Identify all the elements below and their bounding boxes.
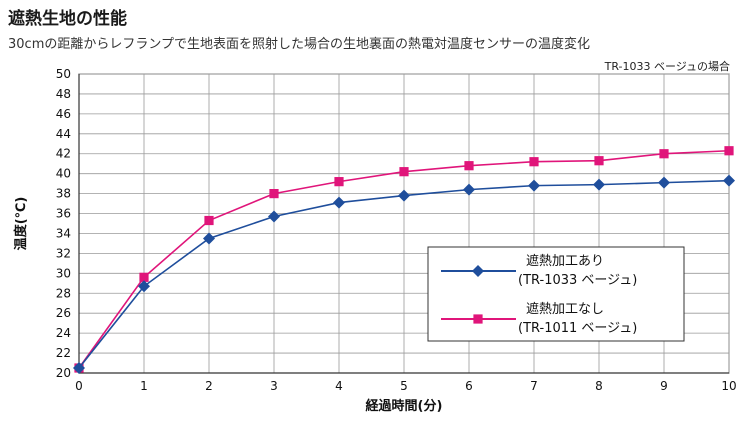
data-point (594, 156, 604, 166)
y-tick-label: 44 (56, 127, 71, 141)
data-point (658, 176, 670, 189)
legend-marker (472, 265, 484, 277)
legend-label-sub: (TR-1011 ベージュ) (518, 321, 637, 336)
legend-item-1: 遮熱加工あり (TR-1033 ベージュ) (441, 253, 637, 288)
data-point (204, 215, 214, 226)
data-point (334, 177, 344, 187)
y-tick-label: 32 (56, 246, 71, 260)
y-tick-label: 48 (56, 87, 71, 101)
x-axis-title: 経過時間(分) (366, 398, 443, 414)
y-tick-label: 26 (56, 306, 71, 320)
y-tick-label: 22 (56, 346, 71, 360)
legend-label: 遮熱加工なし (526, 301, 604, 317)
x-tick-label: 6 (465, 379, 473, 393)
data-point (138, 280, 150, 293)
data-point (398, 189, 410, 202)
y-tick-label: 38 (56, 187, 71, 201)
data-point (139, 272, 149, 282)
x-tick-label: 8 (595, 379, 603, 393)
x-tick-label: 0 (75, 379, 83, 393)
legend-item-2: 遮熱加工なし (TR-1011 ベージュ) (441, 301, 637, 336)
x-tick-label: 1 (140, 379, 148, 393)
y-axis-title: 温度(℃) (13, 197, 29, 251)
data-point (724, 146, 734, 156)
y-tick-label: 28 (56, 286, 71, 300)
data-point (463, 183, 475, 196)
data-point (399, 167, 409, 177)
legend-marker (473, 314, 483, 324)
legend-label-sub: (TR-1033 ベージュ) (518, 273, 637, 288)
y-tick-label: 24 (56, 326, 71, 340)
legend-box (427, 246, 685, 342)
data-point (73, 362, 85, 375)
legend-label: 遮熱加工あり (526, 253, 604, 269)
data-point (659, 149, 669, 159)
x-tick-label: 3 (270, 379, 278, 393)
y-tick-label: 40 (56, 167, 71, 181)
data-point (593, 178, 605, 191)
legend: 遮熱加工あり (TR-1033 ベージュ) 遮熱加工なし (TR-1011 ベージュ) (427, 246, 685, 342)
y-tick-label: 50 (56, 67, 71, 81)
data-point (529, 157, 539, 167)
y-tick-label: 30 (56, 266, 71, 280)
y-tick-label: 20 (56, 366, 71, 380)
data-point (528, 179, 540, 192)
y-tick-label: 42 (56, 147, 71, 161)
x-tick-label: 2 (205, 379, 213, 393)
data-point (333, 196, 345, 209)
y-tick-label: 34 (56, 226, 71, 240)
data-point (269, 189, 279, 199)
data-point (203, 232, 215, 245)
data-point (723, 174, 735, 187)
data-point (464, 161, 474, 171)
y-tick-label: 46 (56, 107, 71, 121)
x-tick-label: 7 (530, 379, 538, 393)
y-tick-label: 36 (56, 207, 71, 221)
chart-subtitle: 30cmの距離からレフランプで生地表面を照射した場合の生地裏面の熱電対温度センサ… (8, 37, 590, 52)
series-1 (73, 174, 735, 375)
series-group (73, 146, 735, 375)
page-title: 遮熱生地の性能 (8, 9, 127, 29)
x-tick-label: 5 (400, 379, 408, 393)
x-tick-label: 9 (660, 379, 668, 393)
x-tick-label: 4 (335, 379, 343, 393)
x-tick-label: 10 (721, 379, 736, 393)
chart-note: TR-1033 ベージュの場合 (604, 60, 730, 73)
data-point (268, 210, 280, 223)
